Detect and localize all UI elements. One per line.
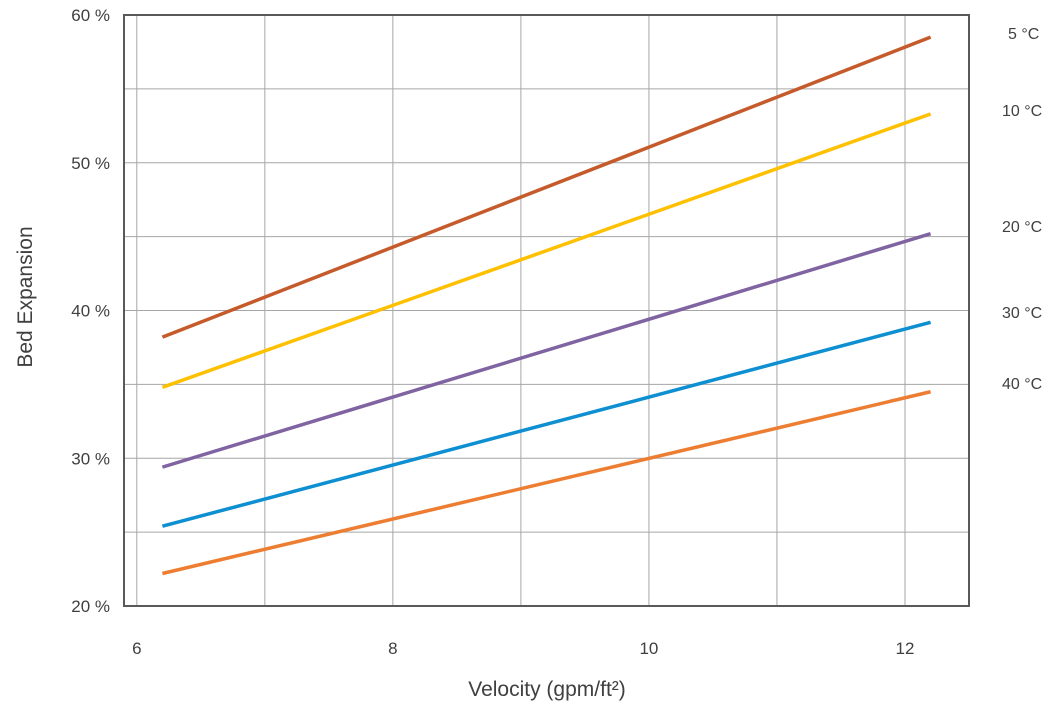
y-tick-label: 40 % [71, 302, 110, 321]
x-tick-label: 8 [388, 639, 397, 658]
axis-ticks: 6 8 10 12 20 % 30 % 40 % 50 % 60 % [71, 6, 914, 658]
series-line [161, 231, 932, 469]
y-tick-label: 50 % [71, 154, 110, 173]
grid [124, 15, 969, 606]
series-label: 10 °C [1002, 103, 1042, 120]
series-line [161, 320, 932, 528]
series-lines [161, 35, 932, 576]
series-labels: 5 °C 10 °C 20 °C 30 °C 40 °C [1002, 26, 1042, 393]
series-label: 5 °C [1008, 26, 1039, 43]
y-tick-label: 30 % [71, 449, 110, 468]
series-line [161, 35, 932, 339]
y-tick-label: 60 % [71, 6, 110, 25]
series-label: 20 °C [1002, 219, 1042, 236]
x-tick-label: 6 [132, 639, 141, 658]
y-axis-title: Bed Expansion [14, 226, 37, 367]
y-tick-label: 20 % [71, 597, 110, 616]
plot-frame [123, 14, 970, 607]
series-line [161, 112, 932, 389]
series-label: 40 °C [1002, 376, 1042, 393]
x-axis-title: Velocity (gpm/ft²) [468, 678, 626, 701]
series-line [162, 390, 931, 576]
x-tick-label: 12 [896, 639, 915, 658]
x-tick-label: 10 [639, 639, 658, 658]
series-label: 30 °C [1002, 305, 1042, 322]
